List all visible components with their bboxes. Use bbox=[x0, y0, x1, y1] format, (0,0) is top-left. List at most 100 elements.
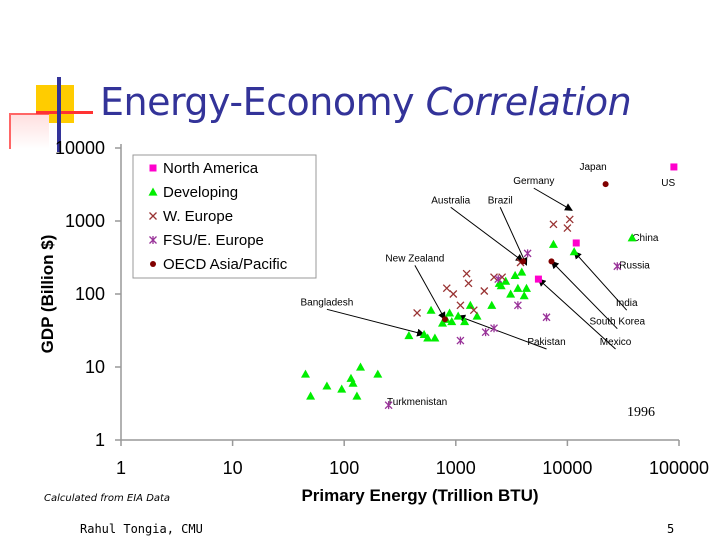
title-main: Energy-Economy bbox=[100, 80, 415, 124]
data-point bbox=[348, 378, 358, 387]
data-point bbox=[460, 317, 470, 326]
data-point bbox=[337, 384, 347, 393]
year-annotation: 1996 bbox=[627, 405, 655, 420]
annotation-arrow bbox=[550, 260, 618, 330]
data-point bbox=[569, 247, 579, 256]
y-tick-label: 100 bbox=[75, 284, 105, 304]
data-point bbox=[494, 275, 503, 284]
data-point bbox=[430, 333, 440, 342]
annotation-arrow bbox=[450, 206, 524, 262]
legend-label: Developing bbox=[163, 184, 238, 201]
data-point bbox=[498, 273, 507, 282]
country-label: Russia bbox=[619, 260, 650, 271]
legend-label: North America bbox=[163, 160, 259, 177]
country-label: Japan bbox=[579, 162, 606, 173]
data-point bbox=[613, 262, 622, 271]
legend-marker bbox=[148, 187, 158, 196]
data-point bbox=[384, 401, 393, 410]
data-point bbox=[373, 369, 383, 378]
x-tick-label: 100000 bbox=[649, 458, 709, 478]
data-point bbox=[480, 287, 489, 295]
data-point bbox=[472, 311, 482, 320]
data-point bbox=[565, 215, 574, 224]
y-tick-label: 10 bbox=[85, 357, 105, 377]
legend-box bbox=[132, 154, 317, 279]
data-point bbox=[513, 301, 522, 310]
title-italic: Correlation bbox=[425, 80, 632, 124]
annotation-arrow bbox=[537, 278, 616, 350]
data-point bbox=[542, 313, 551, 322]
country-label: Mexico bbox=[600, 337, 632, 348]
annotation-arrow bbox=[533, 187, 573, 211]
country-label: China bbox=[632, 233, 659, 244]
y-tick-label: 10000 bbox=[55, 138, 105, 158]
data-point bbox=[456, 336, 465, 345]
x-tick-label: 100 bbox=[329, 458, 359, 478]
country-label: Australia bbox=[431, 195, 470, 206]
data-point bbox=[445, 308, 455, 317]
data-point bbox=[496, 281, 506, 290]
y-tick-label: 1 bbox=[95, 430, 105, 450]
data-point bbox=[413, 308, 422, 317]
data-point bbox=[519, 291, 529, 300]
x-tick-label: 1000 bbox=[436, 458, 476, 478]
data-point bbox=[481, 328, 490, 337]
legend-marker bbox=[149, 212, 157, 220]
legend-label: W. Europe bbox=[163, 208, 233, 225]
data-point bbox=[453, 311, 463, 320]
source-note: Calculated from EIA Data bbox=[44, 493, 171, 504]
data-point bbox=[487, 300, 497, 309]
data-point bbox=[441, 316, 448, 323]
data-point bbox=[322, 381, 332, 390]
data-point bbox=[456, 301, 465, 310]
annotation-arrow bbox=[326, 308, 426, 337]
data-point bbox=[490, 273, 498, 282]
data-point bbox=[356, 362, 366, 371]
slide-title: Energy-Economy Correlation bbox=[100, 80, 632, 124]
author-footer: Rahul Tongia, CMU bbox=[80, 522, 203, 536]
country-label: Brazil bbox=[488, 195, 513, 206]
country-label: India bbox=[616, 298, 638, 309]
legend-marker bbox=[149, 164, 157, 172]
country-label: Turkmenistan bbox=[387, 397, 447, 408]
x-tick-label: 1 bbox=[116, 458, 126, 478]
data-point bbox=[534, 275, 542, 283]
data-point bbox=[490, 324, 498, 333]
data-point bbox=[464, 279, 473, 288]
country-label: Germany bbox=[513, 176, 554, 187]
country-label: Pakistan bbox=[527, 337, 565, 348]
data-point bbox=[548, 258, 555, 265]
data-point bbox=[423, 333, 433, 342]
annotation-arrow bbox=[457, 314, 547, 350]
data-point bbox=[521, 283, 531, 292]
country-label: South Korea bbox=[589, 317, 645, 328]
legend-marker bbox=[149, 236, 157, 244]
country-label: Bangladesh bbox=[300, 297, 353, 308]
data-point bbox=[563, 224, 572, 233]
x-tick-label: 10000 bbox=[542, 458, 592, 478]
title-deco-red bbox=[9, 113, 49, 149]
data-point bbox=[447, 317, 457, 326]
data-point bbox=[602, 181, 609, 188]
legend-label: FSU/E. Europe bbox=[163, 232, 264, 249]
annotation-arrow bbox=[499, 207, 528, 266]
data-point bbox=[513, 283, 523, 292]
legend-marker bbox=[150, 261, 156, 267]
annotation-arrow bbox=[414, 265, 446, 321]
country-label: US bbox=[661, 178, 675, 189]
data-point bbox=[523, 249, 532, 258]
x-axis-title: Primary Energy (Trillion BTU) bbox=[301, 486, 538, 505]
data-point bbox=[426, 305, 436, 314]
y-axis-title: GDP (Billion $) bbox=[38, 235, 57, 354]
data-point bbox=[404, 331, 414, 340]
data-point bbox=[572, 239, 580, 247]
data-point bbox=[670, 163, 678, 171]
data-point bbox=[548, 239, 558, 248]
data-point bbox=[627, 233, 637, 242]
annotation-arrow bbox=[573, 250, 628, 311]
data-point bbox=[510, 270, 520, 279]
data-point bbox=[549, 220, 558, 229]
data-point bbox=[469, 306, 478, 315]
data-point bbox=[517, 267, 527, 276]
data-point bbox=[300, 369, 310, 378]
